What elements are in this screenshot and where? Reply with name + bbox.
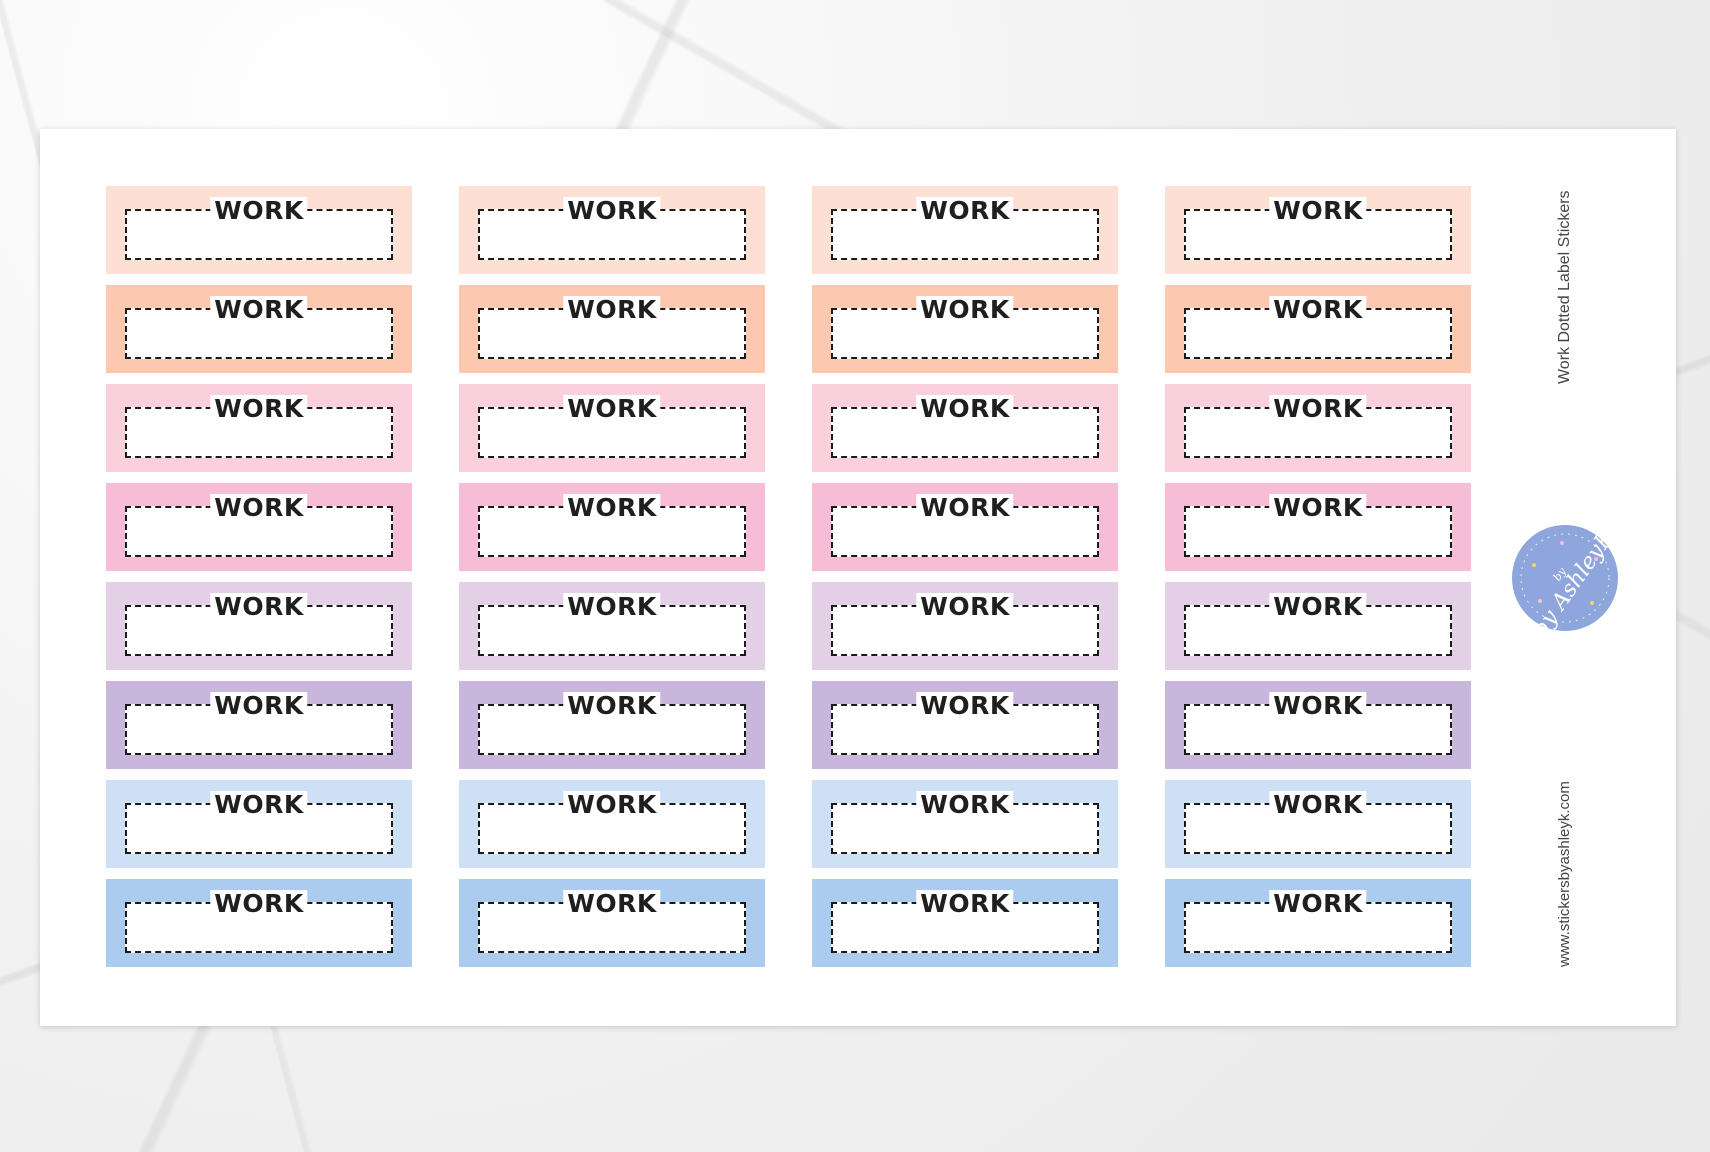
sticker-label-text: WORK: [916, 197, 1014, 225]
work-label-sticker: WORK: [106, 879, 412, 967]
sticker-label-text: WORK: [563, 197, 661, 225]
sticker-label-text: WORK: [916, 296, 1014, 324]
sheet-title: Work Dotted Label Stickers: [1556, 190, 1573, 384]
work-label-sticker: WORK: [459, 681, 765, 769]
sticker-label-text: WORK: [916, 395, 1014, 423]
work-label-sticker: WORK: [1165, 582, 1471, 670]
sticker-label-text: WORK: [1269, 692, 1367, 720]
sticker-label-text: WORK: [1269, 593, 1367, 621]
dashed-label-box: [478, 308, 746, 359]
sticker-label-text: WORK: [1269, 494, 1367, 522]
sticker-label-text: WORK: [916, 692, 1014, 720]
work-label-sticker: WORK: [1165, 780, 1471, 868]
work-label-sticker: WORK: [106, 384, 412, 472]
sticker-label-text: WORK: [563, 395, 661, 423]
work-label-sticker: WORK: [812, 483, 1118, 571]
sticker-label-text: WORK: [210, 593, 308, 621]
work-label-sticker: WORK: [106, 681, 412, 769]
sticker-label-text: WORK: [210, 296, 308, 324]
work-label-sticker: WORK: [1165, 384, 1471, 472]
work-label-sticker: WORK: [812, 285, 1118, 373]
sticker-label-text: WORK: [1269, 791, 1367, 819]
work-label-sticker: WORK: [106, 285, 412, 373]
sticker-sheet: WORK WORK WORK WORK WORK WORK WORK WORK WORK WORK…: [40, 129, 1676, 1026]
sticker-label-text: WORK: [210, 692, 308, 720]
work-label-sticker: WORK: [106, 780, 412, 868]
sticker-label-text: WORK: [563, 296, 661, 324]
sticker-label-text: WORK: [210, 890, 308, 918]
sticker-label-text: WORK: [916, 890, 1014, 918]
sticker-label-text: WORK: [916, 593, 1014, 621]
work-label-sticker: WORK: [1165, 186, 1471, 274]
sticker-label-text: WORK: [210, 494, 308, 522]
work-label-sticker: WORK: [459, 879, 765, 967]
work-label-sticker: WORK: [1165, 483, 1471, 571]
work-label-sticker: WORK: [459, 582, 765, 670]
work-label-sticker: WORK: [812, 681, 1118, 769]
work-label-sticker: WORK: [812, 879, 1118, 967]
sticker-grid: WORK WORK WORK WORK WORK WORK WORK WORK WORK WORK…: [106, 186, 1471, 967]
work-label-sticker: WORK: [106, 582, 412, 670]
website-url: www.stickersbyashleyk.com: [1556, 781, 1573, 967]
logo-badge-icon: by by AshleyK: [1515, 525, 1618, 631]
work-label-sticker: WORK: [1165, 681, 1471, 769]
sticker-label-text: WORK: [916, 791, 1014, 819]
work-label-sticker: WORK: [812, 384, 1118, 472]
work-label-sticker: WORK: [459, 384, 765, 472]
work-label-sticker: WORK: [1165, 879, 1471, 967]
sticker-label-text: WORK: [563, 791, 661, 819]
sticker-label-text: WORK: [563, 593, 661, 621]
sticker-label-text: WORK: [210, 791, 308, 819]
work-label-sticker: WORK: [812, 186, 1118, 274]
work-label-sticker: WORK: [459, 285, 765, 373]
work-label-sticker: WORK: [459, 483, 765, 571]
work-label-sticker: WORK: [459, 186, 765, 274]
brand-logo: by by AshleyK: [1512, 525, 1618, 631]
work-label-sticker: WORK: [812, 582, 1118, 670]
work-label-sticker: WORK: [459, 780, 765, 868]
work-label-sticker: WORK: [812, 780, 1118, 868]
sticker-label-text: WORK: [1269, 197, 1367, 225]
work-label-sticker: WORK: [106, 483, 412, 571]
sticker-label-text: WORK: [563, 890, 661, 918]
sticker-label-text: WORK: [210, 395, 308, 423]
sticker-label-text: WORK: [563, 494, 661, 522]
work-label-sticker: WORK: [106, 186, 412, 274]
sticker-label-text: WORK: [1269, 890, 1367, 918]
dashed-label-box: [1184, 209, 1452, 260]
work-label-sticker: WORK: [1165, 285, 1471, 373]
sticker-label-text: WORK: [1269, 395, 1367, 423]
sticker-label-text: WORK: [563, 692, 661, 720]
sticker-label-text: WORK: [210, 197, 308, 225]
sticker-label-text: WORK: [916, 494, 1014, 522]
sticker-label-text: WORK: [1269, 296, 1367, 324]
